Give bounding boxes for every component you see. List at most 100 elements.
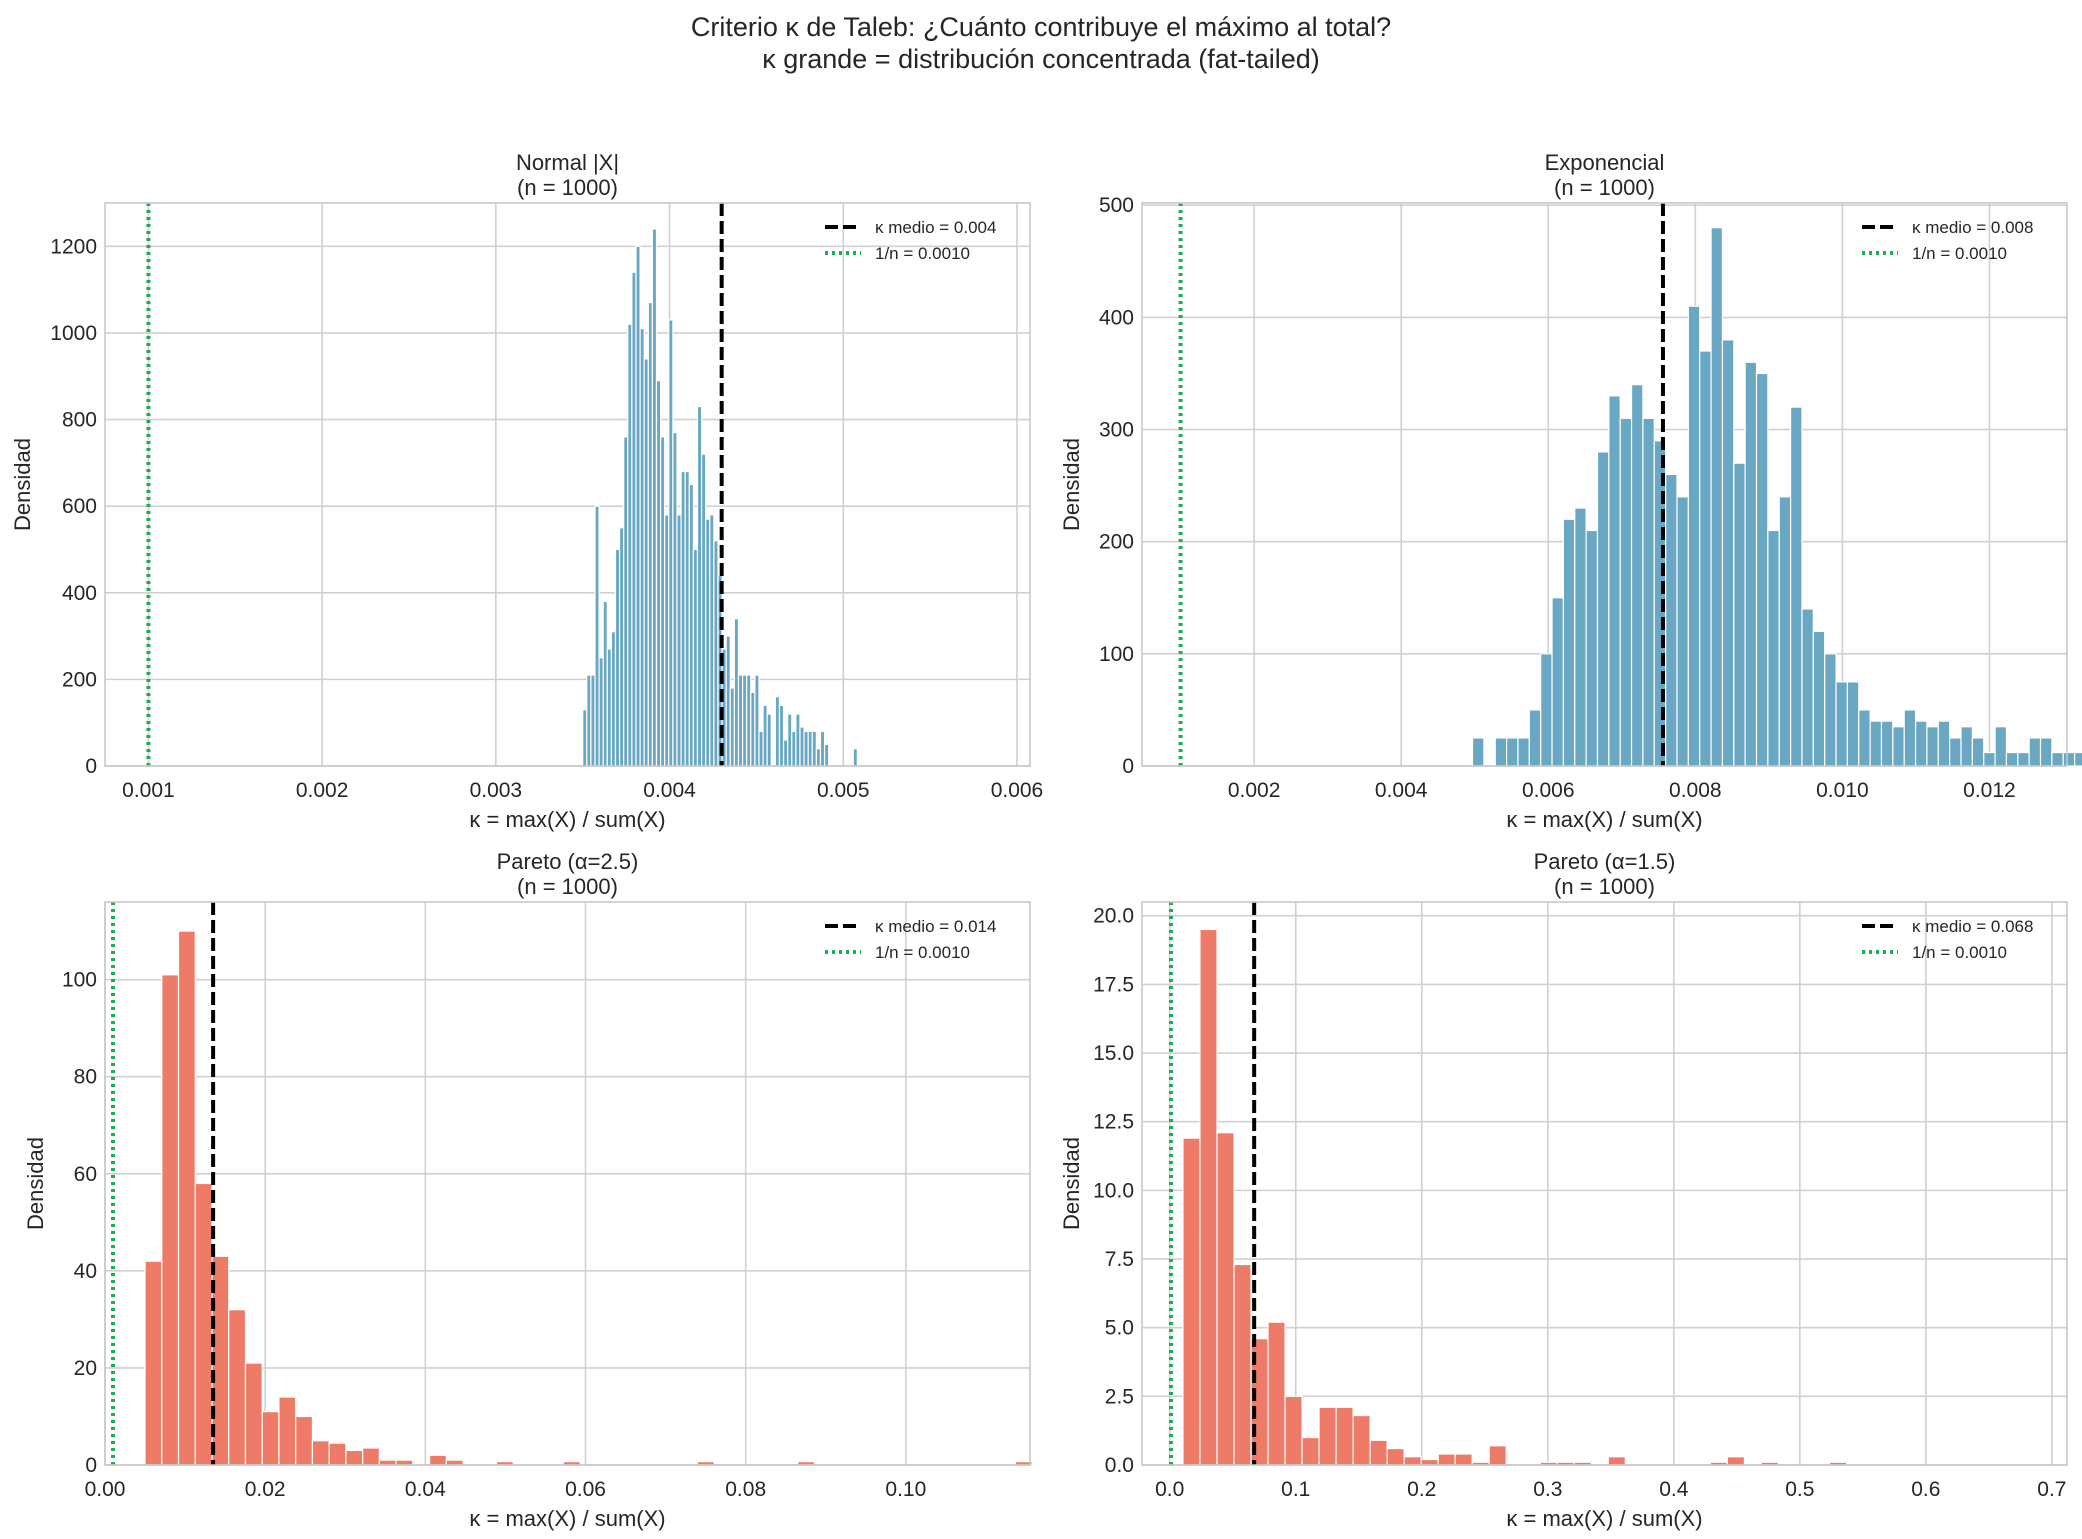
x-axis-label: κ = max(X) / sum(X) — [469, 807, 665, 832]
x-axis-label: κ = max(X) / sum(X) — [469, 1506, 665, 1531]
x-tick-label: 0.004 — [643, 779, 696, 802]
chart-panels: Normal |X|(n = 1000)0.001 0.002 0.003 0.004… — [10, 150, 2082, 1531]
histogram-bar — [1352, 1414, 1371, 1466]
y-tick-label: 80 — [74, 1066, 97, 1089]
y-tick-label: 100 — [1099, 643, 1134, 666]
histogram-bar — [144, 1260, 163, 1466]
y-tick-label: 20.0 — [1093, 905, 1134, 928]
histogram-bar — [582, 709, 588, 767]
histogram-bar — [1267, 1321, 1286, 1466]
y-tick-label: 1000 — [50, 322, 97, 345]
histogram-bar — [1926, 726, 1939, 767]
histogram-bar — [655, 379, 662, 767]
histogram-bar — [1199, 928, 1218, 1466]
chart-panel-4: Pareto (α=1.5)(n = 1000) 0.0 0.1 0.2 0.3 0.4 0… — [1059, 849, 2068, 1531]
x-tick-label: 0.5 — [1785, 1478, 1814, 1501]
axes-frame — [1141, 202, 2068, 767]
histogram-bar — [635, 245, 641, 767]
histogram-bar — [1494, 737, 1508, 767]
histogram-bar — [2028, 737, 2042, 767]
histogram-bar — [1301, 1436, 1320, 1466]
y-tick-label: 10.0 — [1093, 1179, 1134, 1202]
x-tick-label: 0.2 — [1407, 1478, 1436, 1501]
histogram-bar — [1710, 227, 1724, 767]
histogram-bar — [2039, 737, 2053, 767]
histogram-bar — [852, 748, 858, 767]
x-tick-label: 0.002 — [296, 779, 349, 802]
histogram-bar — [1937, 720, 1951, 767]
histogram-bar — [1812, 630, 1826, 767]
y-tick-label: 60 — [74, 1163, 97, 1186]
histogram-bar — [1420, 1458, 1439, 1466]
histogram-bar — [672, 431, 678, 767]
histogram-bar — [639, 327, 645, 767]
x-tick-label: 0.06 — [565, 1478, 606, 1501]
histogram-bar — [1454, 1453, 1473, 1466]
histogram-bar — [643, 358, 649, 767]
histogram-bar — [787, 713, 793, 767]
histogram-bar — [1517, 737, 1530, 767]
histogram-bar — [1619, 417, 1633, 767]
histogram-bar — [228, 1309, 247, 1466]
histogram-bar — [2074, 751, 2082, 767]
y-tick-label: 0 — [85, 1454, 97, 1477]
y-tick-label: 200 — [1099, 531, 1134, 554]
histogram-bar — [1687, 305, 1701, 767]
histogram-bar — [1949, 737, 1962, 767]
figure-title-line2: κ grande = distribución concentrada (fat… — [762, 44, 1320, 74]
legend: κ medio = 0.008 1/n = 0.0010 — [1862, 218, 2033, 263]
legend-label-ref: 1/n = 0.0010 — [875, 943, 970, 962]
chart-panel-2: Exponencial(n = 1000) 0.002 0.004 0.006 0.00… — [1059, 150, 2082, 832]
y-tick-label: 800 — [62, 409, 97, 432]
histogram-bar — [668, 319, 674, 767]
y-tick-label: 1200 — [50, 235, 97, 258]
histogram-bar — [758, 730, 764, 767]
y-axis-label: Densidad — [10, 438, 35, 531]
x-tick-label: 0.00 — [85, 1478, 126, 1501]
histogram-bar — [631, 271, 637, 767]
histogram-bar — [1983, 751, 1996, 767]
histogram-bar — [664, 514, 670, 767]
histogram-bar — [754, 674, 760, 767]
histogram-bar — [2017, 751, 2030, 767]
histogram-bar — [680, 470, 686, 767]
histogram-bar — [811, 730, 817, 767]
x-tick-label: 0.10 — [885, 1478, 926, 1501]
histogram-bar — [1699, 350, 1712, 767]
histogram-bar — [345, 1449, 364, 1466]
y-tick-label: 20 — [74, 1357, 97, 1380]
histogram-bar — [1733, 462, 1746, 767]
histogram-bar — [618, 527, 625, 767]
histogram-bar — [362, 1447, 380, 1466]
histogram-bar — [1182, 1137, 1201, 1466]
histogram-bar — [1488, 1445, 1507, 1466]
x-tick-label: 0.001 — [122, 779, 175, 802]
histogram-bar — [606, 648, 612, 767]
panel-subtitle: (n = 1000) — [517, 874, 618, 899]
x-tick-label: 0.006 — [991, 779, 1044, 802]
histogram-bar — [778, 704, 785, 767]
histogram-bar — [1608, 395, 1621, 767]
x-axis-label: κ = max(X) / sum(X) — [1506, 1506, 1702, 1531]
histogram-bar — [1755, 372, 1769, 767]
histogram-bar — [1744, 361, 1758, 767]
histogram-bar — [676, 514, 682, 767]
y-tick-label: 15.0 — [1093, 1042, 1134, 1065]
histogram-bar — [1790, 406, 1803, 767]
histogram-bar — [610, 631, 617, 767]
histogram-bar — [1835, 681, 1849, 767]
panel-subtitle: (n = 1000) — [1554, 175, 1655, 200]
histogram-bar — [1505, 737, 1519, 767]
axes-frame — [104, 202, 1031, 767]
legend-label-mean: κ medio = 0.004 — [875, 218, 996, 237]
histogram-bar — [1403, 1456, 1422, 1466]
histogram-bar — [177, 930, 196, 1466]
histogram-bar — [1858, 709, 1871, 767]
legend-label-ref: 1/n = 0.0010 — [875, 244, 970, 263]
histogram-bar — [647, 302, 653, 767]
histogram-bar — [623, 436, 629, 767]
histogram-bar — [1528, 709, 1542, 767]
histogram-bar — [590, 674, 596, 767]
histogram-bar — [725, 635, 731, 767]
